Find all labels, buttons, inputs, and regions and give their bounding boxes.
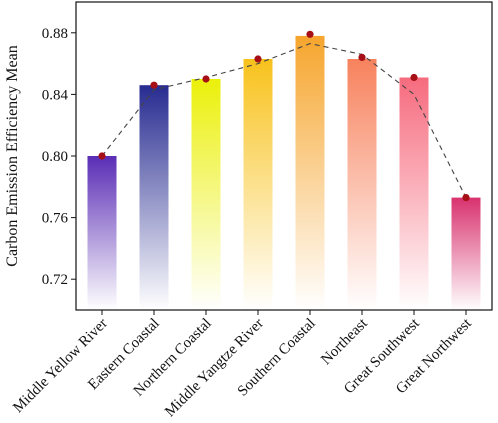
data-point-7: [462, 194, 470, 202]
bar-2: [191, 79, 221, 310]
x-tick-label-0: Middle Yellow River: [10, 316, 111, 417]
data-point-2: [202, 75, 210, 83]
data-point-5: [358, 53, 366, 62]
y-tick-label-2: 0.80: [42, 149, 68, 165]
y-tick-label-0: 0.72: [42, 272, 68, 288]
y-tick-label-1: 0.76: [42, 211, 69, 227]
bars: [87, 35, 481, 311]
x-tick-label-5: Northeast: [318, 315, 371, 368]
trend-line-group: [101, 43, 467, 198]
data-point-1: [150, 81, 158, 89]
bar-5: [347, 59, 377, 310]
plot-frame: [75, 1, 493, 311]
bar-1: [139, 85, 169, 310]
x-tick-label-3: Middle Yangtze River: [162, 316, 267, 421]
data-point-3: [254, 55, 262, 63]
data-point-4: [306, 30, 314, 38]
data-point-6: [410, 73, 418, 82]
bar-4: [295, 35, 325, 311]
data-points: [98, 30, 470, 202]
y-tick-label-3: 0.84: [42, 87, 69, 103]
bar-7: [451, 197, 481, 310]
bar-6: [399, 77, 429, 310]
bar-0: [87, 156, 117, 310]
y-tick-label-4: 0.88: [42, 26, 68, 42]
trend-line: [101, 43, 467, 198]
y-axis: 0.72 0.76 0.80 0.84 0.88: [42, 26, 76, 288]
bar-3: [243, 59, 273, 310]
y-axis-title: Carbon Emission Efficiency Mean: [4, 45, 21, 266]
data-point-0: [98, 152, 106, 160]
